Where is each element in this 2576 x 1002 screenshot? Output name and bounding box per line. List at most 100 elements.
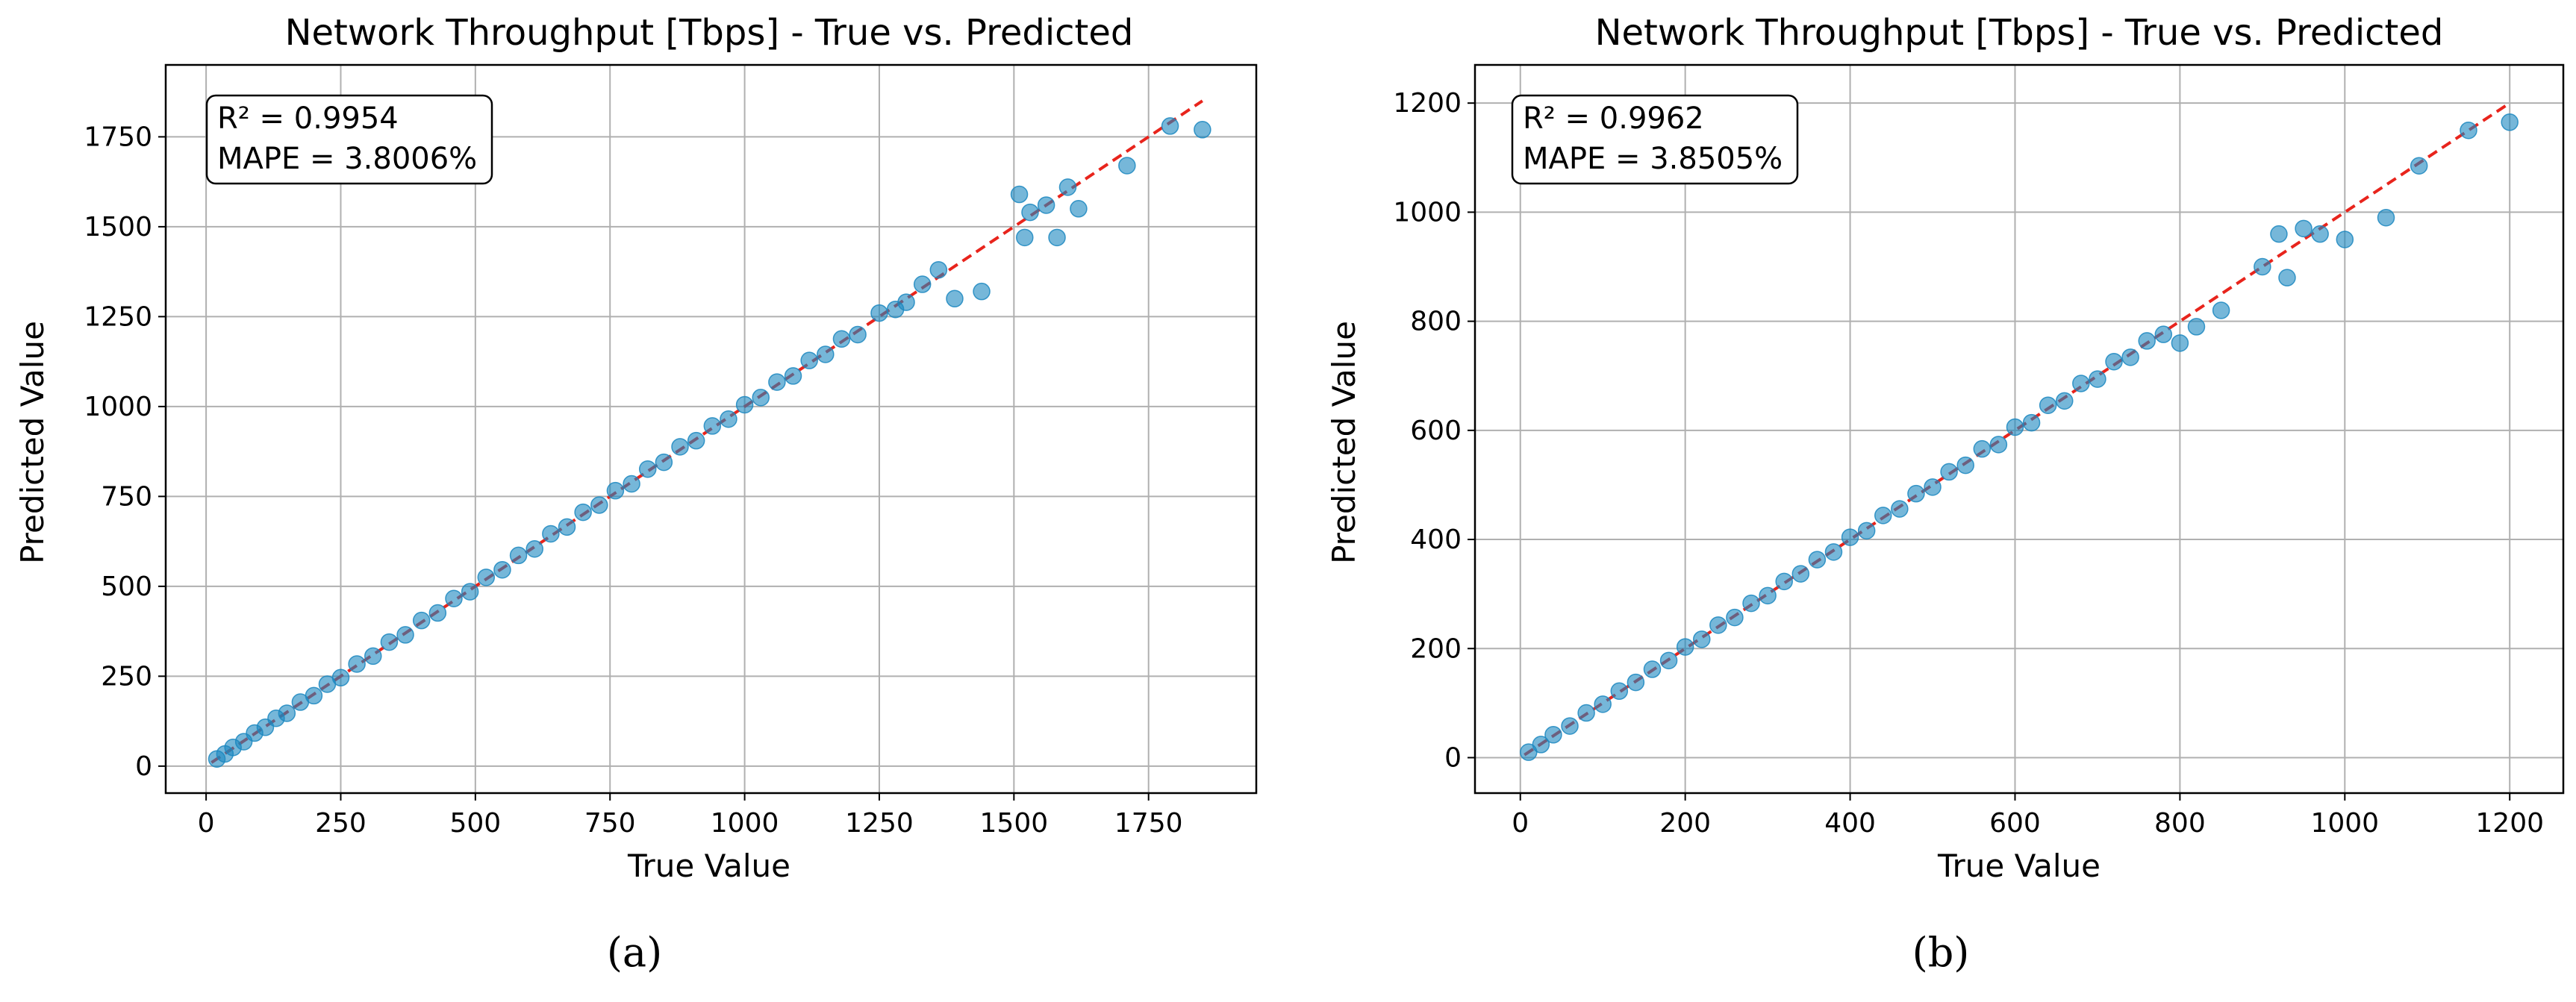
- chart-b-data-point: [2254, 257, 2271, 276]
- chart-a-ticks: 0 250 500 750 1000 1250 1500 1750 0 250 500 750 1000…: [84, 122, 1182, 839]
- chart-b-data-point: [2121, 348, 2139, 366]
- chart-b-xtick-label: 800: [2154, 808, 2206, 839]
- chart-a-xtick-label: 250: [315, 808, 367, 839]
- chart-a-data-point: [1010, 185, 1029, 204]
- chart-a-data-point: [477, 569, 496, 586]
- chart-b-annotation-line-2: MAPE = 3.8505%: [1523, 142, 1783, 176]
- chart-b-data-point: [1841, 528, 1859, 546]
- chart-b-data-point: [2056, 392, 2074, 410]
- chart-a-data-point: [558, 518, 576, 536]
- chart-b-data-point: [1693, 630, 1711, 648]
- chart-a-data-point: [832, 330, 851, 348]
- chart-a-data-point: [800, 351, 818, 369]
- chart-a-caption: (a): [607, 929, 662, 976]
- chart-b-data-point: [2138, 332, 2156, 350]
- chart-a-data-point: [1118, 157, 1136, 175]
- chart-a-ytick-label: 1500: [84, 212, 152, 242]
- chart-a-xtick-label: 500: [449, 808, 501, 839]
- chart-b-ytick-label: 600: [1410, 416, 1462, 446]
- chart-b-data-point: [2278, 269, 2296, 286]
- chart-a-data-point: [735, 395, 754, 414]
- chart-b-data-point: [2295, 219, 2313, 238]
- chart-a-ylabel: Predicted Value: [14, 321, 51, 564]
- chart-b-data-point: [2154, 325, 2173, 343]
- chart-a-data-point: [897, 293, 915, 311]
- chart-b-xlabel: True Value: [1937, 848, 2101, 884]
- chart-a-ytick-label: 1250: [84, 301, 152, 332]
- chart-a-data-point: [913, 275, 932, 293]
- chart-a-data-point: [946, 289, 964, 308]
- chart-a-data-point: [412, 611, 431, 630]
- chart-a-data-point: [590, 496, 608, 514]
- chart-a: Network Throughput [Tbps] - True vs. Pre…: [14, 12, 1258, 976]
- chart-a-data-point: [331, 668, 350, 687]
- chart-b-ticks: 0 200 400 600 800 1000 1200 0 200 400 600 800 1000 12…: [1393, 88, 2544, 839]
- chart-b-plot-frame: [1473, 63, 2565, 795]
- chart-b-ytick-label: 1000: [1393, 197, 1462, 228]
- chart-a-data-point: [461, 583, 479, 601]
- chart-a-data-point: [1037, 196, 1055, 214]
- chart-b-data-point: [1627, 673, 1645, 692]
- chart-a-data-point: [1161, 117, 1179, 135]
- chart-b-ytick-label: 0: [1444, 742, 1462, 773]
- chart-b-data-point: [2460, 121, 2477, 140]
- chart-b-data-point: [1940, 463, 1958, 481]
- chart-a-data-point: [574, 503, 592, 522]
- chart-b-xtick-label: 200: [1659, 808, 1711, 839]
- chart-a-data-point: [687, 431, 705, 450]
- chart-b-data-point: [2336, 231, 2354, 248]
- chart-b-data-point: [2187, 318, 2206, 336]
- chart-a-data-point: [752, 389, 770, 407]
- chart-b-annotation-frame: [1511, 94, 1799, 185]
- chart-a-data-point: [1058, 178, 1077, 196]
- chart-b-xtick-label: 1200: [2475, 808, 2544, 839]
- chart-b-caption: (b): [1912, 929, 1970, 976]
- chart-b-data-point: [1759, 586, 1777, 605]
- chart-b-data-point: [1791, 565, 1810, 583]
- chart-a-points: [208, 117, 1211, 768]
- chart-b-data-point: [1577, 704, 1595, 722]
- chart-b-data-point: [2039, 396, 2057, 414]
- chart-b-data-point: [1808, 551, 1827, 569]
- chart-a-data-point: [396, 626, 414, 644]
- chart-a-data-point: [278, 704, 296, 722]
- chart-b-data-point: [1973, 439, 1992, 458]
- chart-b-ylabel: Predicted Value: [1326, 321, 1362, 564]
- chart-a-data-point: [638, 460, 657, 478]
- chart-b-data-point: [1857, 522, 1876, 540]
- chart-b-data-point: [1532, 736, 1550, 754]
- chart-b-xtick-label: 1000: [2310, 808, 2379, 839]
- chart-b-data-point: [1561, 717, 1579, 735]
- chart-a-xtick-label: 750: [584, 808, 636, 839]
- chart-a-ytick-label: 1000: [84, 392, 152, 422]
- chart-b-data-point: [2006, 418, 2024, 436]
- chart-b-data-point: [1742, 594, 1760, 613]
- chart-b-data-point: [1676, 638, 1694, 656]
- chart-a-xtick-label: 1750: [1114, 808, 1183, 839]
- chart-b-data-point: [2377, 208, 2395, 227]
- chart-a-data-point: [817, 345, 835, 363]
- chart-a-data-point: [849, 325, 867, 344]
- chart-b-data-point: [2212, 301, 2230, 319]
- chart-a-data-point: [606, 481, 625, 500]
- chart-a-annotation-line-2: MAPE = 3.8006%: [217, 142, 477, 176]
- chart-a-data-point: [784, 367, 802, 385]
- chart-b-data-point: [1891, 500, 1909, 518]
- chart-b-data-point: [2311, 225, 2329, 243]
- chart-b-data-point: [2270, 225, 2288, 243]
- chart-b-data-point: [1659, 651, 1678, 670]
- chart-a-data-point: [1048, 228, 1066, 247]
- chart-a-data-point: [305, 686, 323, 705]
- chart-b-ytick-label: 400: [1410, 525, 1462, 555]
- chart-b-data-point: [1775, 572, 1793, 591]
- chart-a-data-point: [348, 655, 366, 673]
- chart-b-points: [1520, 113, 2519, 761]
- chart-a-data-point: [526, 539, 543, 558]
- chart-a-data-point: [703, 417, 722, 435]
- chart-a-data-point: [445, 589, 463, 608]
- chart-b-ytick-label: 200: [1410, 633, 1462, 664]
- chart-a-ytick-label: 500: [101, 572, 152, 602]
- chart-b-data-point: [1989, 436, 2008, 454]
- chart-b-data-point: [1643, 660, 1662, 678]
- chart-b: Network Throughput [Tbps] - True vs. Pre…: [1326, 12, 2565, 976]
